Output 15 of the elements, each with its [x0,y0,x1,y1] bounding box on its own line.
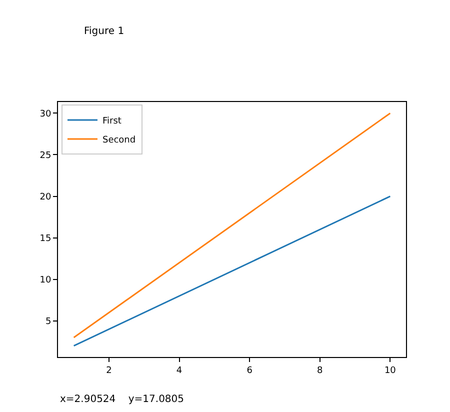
y-tick-label: 20 [40,192,52,202]
x-tick-label: 8 [317,366,324,376]
y-tick-label: 5 [45,317,52,328]
y-tick-label: 10 [40,275,52,286]
x-tick-label: 10 [384,366,396,376]
caption: Figure 1 [84,26,124,37]
x-tick-label: 4 [176,366,182,376]
x-tick-label: 2 [106,366,112,376]
y-tick-label: 15 [40,234,52,244]
legend-label: First [102,116,122,127]
y-tick-label: 25 [40,150,52,161]
text: x=2.90524 y=17.0805 [60,394,184,405]
x-tick-label: 6 [246,366,253,376]
y-tick-label: 30 [40,109,52,120]
legend-label: Second [102,136,136,146]
